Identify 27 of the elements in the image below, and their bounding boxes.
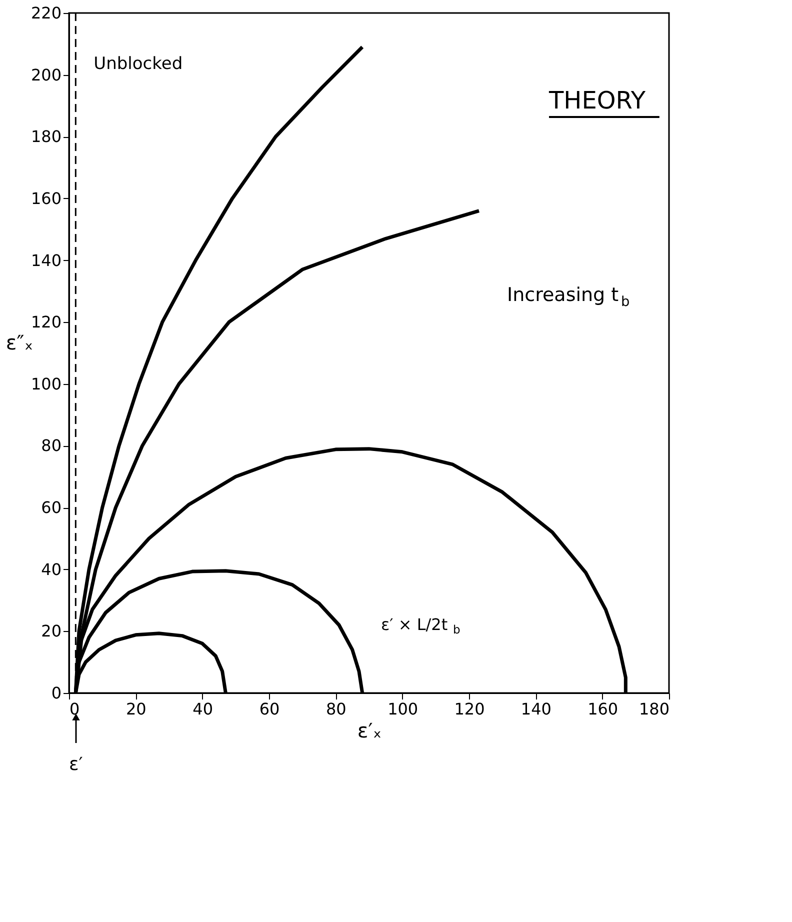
x-tick-label: 180 (638, 700, 670, 718)
x-tick-label: 160 (588, 700, 618, 718)
y-tick-label: 80 (41, 436, 62, 456)
x-tick-label: 80 (326, 700, 346, 718)
y-tick-label: 200 (30, 65, 62, 84)
x-tick-label: 40 (192, 700, 214, 718)
annotation: THEORY (548, 86, 646, 114)
x-tick-label: 0 (70, 700, 80, 718)
y-tick-label: 0 (51, 684, 62, 702)
y-axis-title: ε″ₓ (6, 330, 34, 354)
y-tick-label: 220 (30, 4, 62, 22)
x-tick-label: 120 (454, 700, 485, 718)
ref-line-label: Unblocked (94, 54, 183, 74)
x-tick-label: 20 (126, 700, 146, 718)
text: ε′ (69, 754, 83, 775)
y-tick-label: 140 (30, 250, 62, 270)
y-tick-label: 20 (41, 622, 62, 641)
x-tick-label: 140 (520, 700, 552, 718)
y-tick-label: 40 (41, 560, 62, 579)
y-tick-label: 160 (30, 188, 62, 208)
x-tick-label: 100 (388, 700, 418, 718)
x-tick-label: 60 (259, 700, 280, 718)
y-tick-label: 120 (30, 312, 62, 332)
y-tick-label: 100 (30, 374, 62, 394)
y-tick-label: 60 (41, 498, 62, 518)
y-tick-label: 180 (30, 127, 62, 146)
x-axis-title: ε′ₓ (357, 718, 382, 742)
